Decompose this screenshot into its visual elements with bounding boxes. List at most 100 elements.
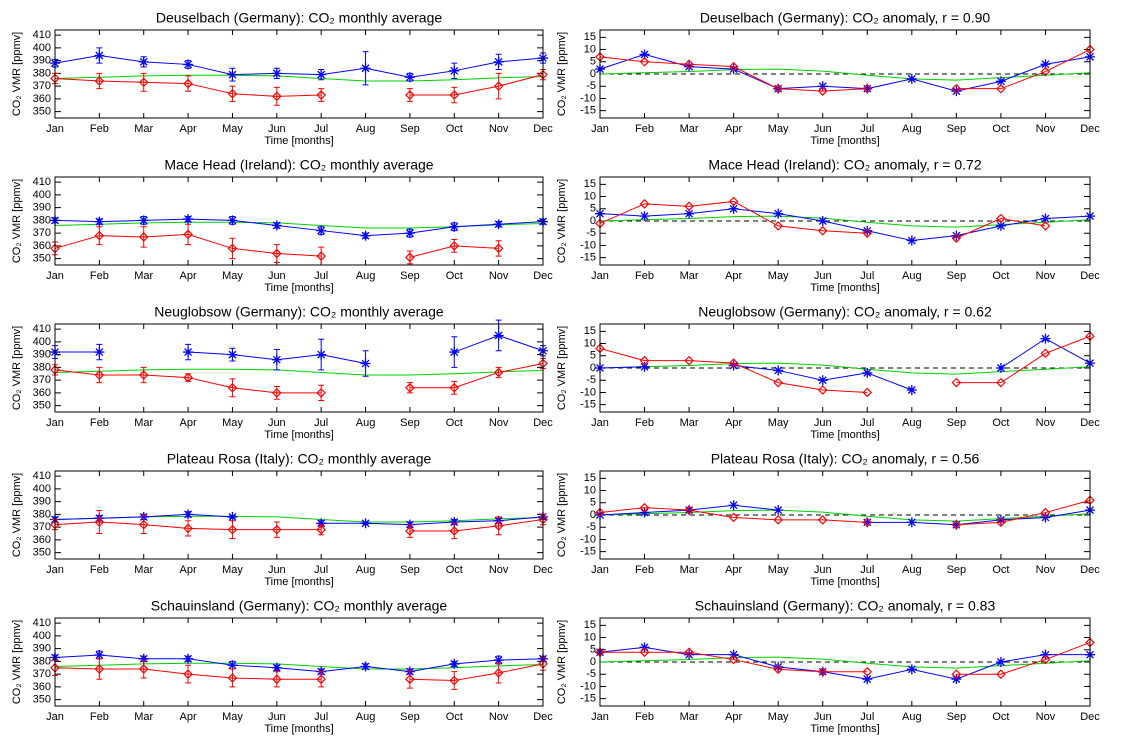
diamond-marker	[271, 91, 282, 102]
x-tick-label: Mar	[680, 123, 699, 135]
chart-title: Plateau Rosa (Italy): CO₂ anomaly, r = 0…	[711, 451, 980, 467]
asterisk-marker	[493, 330, 504, 341]
diamond-marker	[405, 674, 415, 685]
x-tick-label: Sep	[947, 417, 967, 429]
asterisk-marker	[639, 361, 650, 372]
asterisk-marker	[94, 216, 105, 227]
y-tick-label: 5	[590, 350, 596, 362]
x-axis-label: Time [months]	[810, 282, 879, 294]
diamond-marker	[817, 666, 828, 677]
diamond-marker	[227, 88, 238, 99]
x-tick-label: Jan	[591, 711, 609, 723]
asterisk-marker	[773, 208, 784, 219]
x-tick-label: Jun	[268, 270, 286, 282]
error-bar	[495, 240, 502, 257]
diamond-marker	[94, 517, 105, 527]
x-tick-label: Mar	[680, 270, 699, 282]
x-axis-label: Time [months]	[264, 576, 333, 588]
diamond-marker	[227, 524, 238, 535]
y-tick-label: 370	[33, 374, 51, 386]
y-tick-label: -10	[580, 533, 596, 545]
diamond-marker	[684, 355, 694, 366]
x-tick-label: Dec	[533, 417, 553, 429]
x-tick-label: Feb	[635, 270, 654, 282]
diamond-marker	[183, 669, 193, 679]
asterisk-marker	[360, 358, 371, 369]
series-line	[599, 656, 1091, 669]
y-tick-label: -5	[586, 668, 596, 680]
asterisk-marker	[1040, 512, 1051, 523]
y-tick-label: 380	[33, 508, 51, 520]
series-line	[599, 53, 1091, 92]
x-tick-label: Sep	[400, 564, 420, 576]
y-tick-label: 350	[33, 106, 51, 118]
x-tick-label: Nov	[1036, 417, 1056, 429]
x-axis-label: Time [months]	[264, 429, 333, 441]
diamond-marker	[183, 229, 193, 240]
x-tick-label: Aug	[356, 417, 376, 429]
asterisk-marker	[906, 385, 917, 395]
diamond-marker	[183, 372, 193, 383]
asterisk-marker	[773, 661, 784, 672]
diamond-marker	[996, 517, 1006, 528]
x-tick-label: Aug	[356, 123, 376, 135]
asterisk-marker	[906, 235, 917, 246]
asterisk-marker	[862, 225, 873, 236]
x-tick-label: Feb	[90, 711, 109, 723]
y-tick-label: 350	[33, 253, 51, 265]
plot-frame	[54, 617, 544, 707]
x-tick-label: Jan	[591, 417, 609, 429]
diamond-marker	[728, 512, 739, 523]
x-tick-label: Dec	[533, 123, 553, 135]
error-bar	[318, 671, 325, 688]
x-axis-label: Time [months]	[810, 429, 879, 441]
x-tick-label: Aug	[902, 711, 922, 723]
asterisk-marker	[728, 360, 739, 371]
x-tick-label: Jun	[814, 564, 832, 576]
x-tick-label: Feb	[90, 123, 109, 135]
error-bar	[273, 86, 280, 106]
diamond-marker	[684, 505, 694, 515]
y-tick-label: 15	[584, 472, 596, 484]
x-tick-label: Jan	[46, 270, 64, 282]
asterisk-marker	[817, 81, 828, 92]
diamond-marker	[773, 664, 784, 675]
x-tick-label: Mar	[680, 711, 699, 723]
y-tick-label: 5	[590, 203, 596, 215]
asterisk-marker	[449, 517, 460, 528]
x-tick-label: Jul	[314, 270, 328, 282]
diamond-marker	[639, 355, 650, 366]
diamond-marker	[94, 230, 105, 241]
x-tick-label: Nov	[1036, 270, 1056, 282]
asterisk-marker	[94, 649, 105, 660]
asterisk-marker	[449, 65, 460, 76]
x-tick-label: Apr	[725, 417, 742, 429]
asterisk-marker	[316, 225, 327, 236]
x-tick-label: Oct	[992, 417, 1009, 429]
diamond-marker	[862, 228, 873, 239]
diamond-marker	[862, 387, 873, 398]
asterisk-marker	[360, 518, 371, 529]
x-tick-label: May	[222, 417, 243, 429]
asterisk-marker	[684, 61, 695, 72]
asterisk-marker	[227, 349, 238, 360]
diamond-marker	[138, 370, 149, 380]
error-bar	[495, 516, 502, 536]
error-bar	[273, 521, 280, 538]
x-tick-label: Nov	[489, 564, 509, 576]
diamond-marker	[138, 77, 149, 88]
y-axis-label: CO₂ VMR [ppmv]	[556, 32, 568, 116]
asterisk-marker	[862, 517, 873, 528]
asterisk-marker	[951, 674, 962, 685]
diamond-marker	[951, 83, 962, 94]
asterisk-marker	[404, 228, 415, 239]
error-bar	[273, 671, 280, 688]
diamond-marker	[951, 377, 962, 388]
error-bar	[229, 520, 236, 540]
diamond-marker	[817, 86, 828, 96]
diamond-marker	[138, 664, 149, 674]
x-tick-label: Dec	[533, 711, 553, 723]
x-tick-label: Jan	[46, 711, 64, 723]
y-tick-label: 410	[33, 176, 51, 188]
x-tick-label: Oct	[446, 123, 463, 135]
